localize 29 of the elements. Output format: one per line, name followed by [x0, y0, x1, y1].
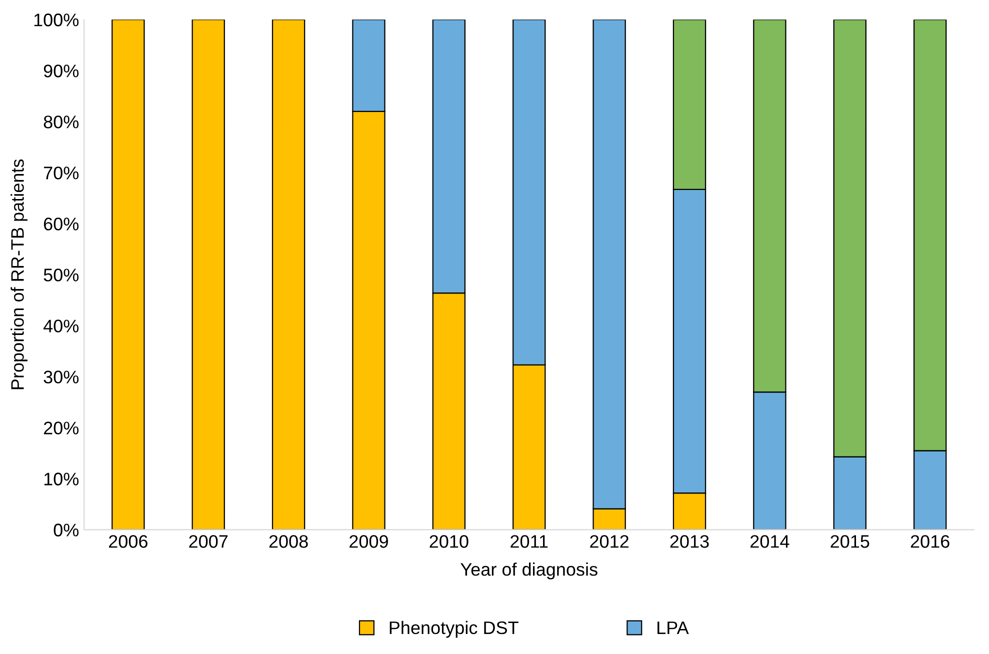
y-tick-label: 0% [54, 524, 79, 536]
x-tick-label: 2010 [430, 535, 468, 548]
x-tick-label: 2011 [510, 535, 548, 548]
y-tick-label: 60% [44, 218, 79, 230]
bar [112, 20, 145, 530]
y-tick-label: 90% [44, 64, 79, 78]
y-tick-label: 10% [44, 472, 79, 486]
y-tick-label: 30% [44, 370, 79, 384]
y-tick-label: 80% [44, 116, 79, 128]
y-tick-label: 20% [44, 422, 79, 434]
x-tick-label: 2016 [910, 535, 950, 548]
bar [192, 20, 225, 530]
legend-label: Phenotypic DST [390, 620, 518, 638]
y-tick-label: 70% [44, 166, 79, 180]
y-tick-label: 40% [43, 320, 79, 332]
x-tick-label: 2012 [590, 535, 628, 548]
x-tick-label: 2013 [670, 535, 709, 548]
y-axis-title: Proportion of RR-TB patients [10, 159, 28, 390]
x-tick-label: 2006 [108, 535, 148, 548]
legend-label: LPA [658, 622, 689, 634]
bar [272, 20, 306, 530]
y-tick-label: 50% [44, 268, 79, 282]
x-tick-label: 2015 [830, 535, 870, 548]
x-axis-title: Year of diagnosis [460, 562, 598, 580]
y-tick-label: 100% [34, 14, 79, 26]
x-tick-label: 2009 [350, 535, 388, 548]
x-tick-label: 2007 [189, 535, 228, 548]
x-tick-label: 2008 [269, 535, 308, 548]
x-tick-label: 2014 [750, 535, 790, 548]
